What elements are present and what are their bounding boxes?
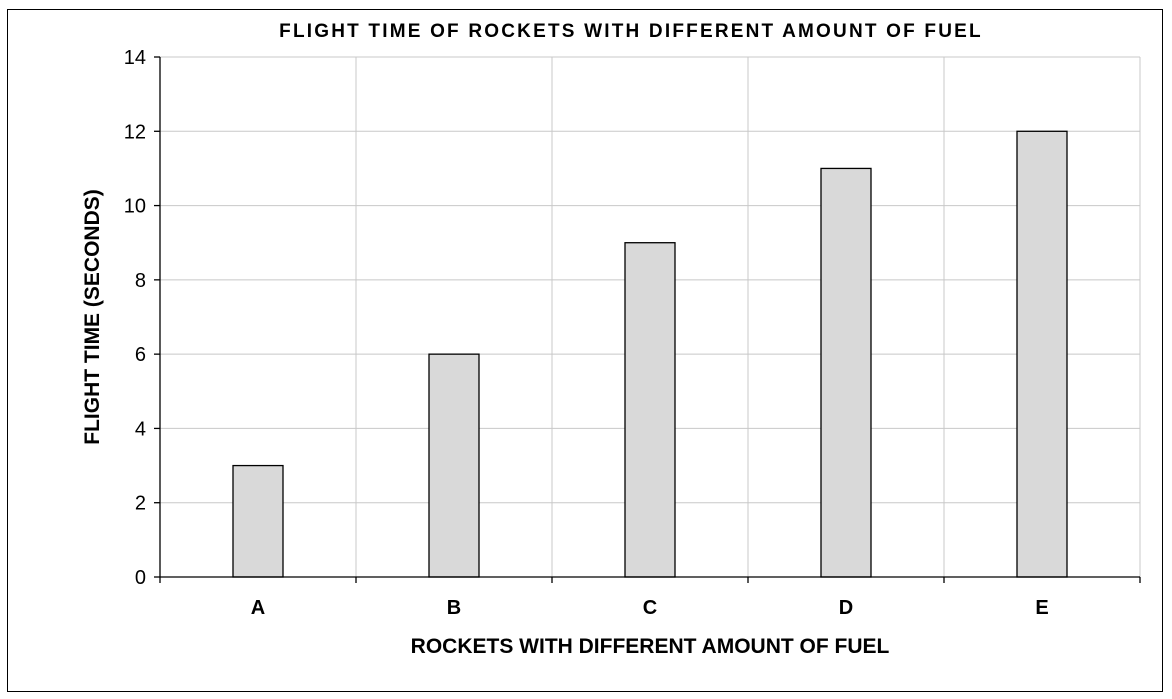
y-tick-labels: 0 2 4 6 8 10 12 14 (124, 47, 146, 589)
y-tick-label: 12 (124, 121, 146, 143)
bar-b (428, 353, 480, 578)
bar-a (232, 464, 284, 578)
x-tick-label-e: E (1035, 597, 1048, 619)
bar-c (624, 242, 676, 578)
x-tick-label-a: A (251, 597, 265, 619)
grid-lines (160, 56, 1141, 577)
y-tick-label: 10 (124, 196, 146, 218)
bar-e (1016, 130, 1068, 578)
y-tick-label: 2 (135, 493, 146, 515)
x-tick-label-b: B (447, 597, 461, 619)
bar-d (820, 167, 872, 578)
x-tick-labels: A B C D E (251, 597, 1049, 619)
y-tick-label: 4 (135, 418, 146, 440)
y-tick-label: 14 (124, 47, 146, 69)
x-tick-label-c: C (643, 597, 657, 619)
x-tick-label-d: D (839, 597, 853, 619)
y-tick-label: 0 (135, 567, 146, 589)
chart-frame (7, 9, 1163, 692)
y-tick-label: 6 (135, 344, 146, 366)
axes (154, 56, 1141, 583)
y-axis-title: FLIGHT TIME (SECONDS) (81, 189, 104, 445)
chart-title: FLIGHT TIME OF ROCKETS WITH DIFFERENT AM… (279, 21, 983, 42)
x-axis-title: ROCKETS WITH DIFFERENT AMOUNT OF FUEL (411, 635, 890, 658)
y-tick-label: 8 (135, 270, 146, 292)
